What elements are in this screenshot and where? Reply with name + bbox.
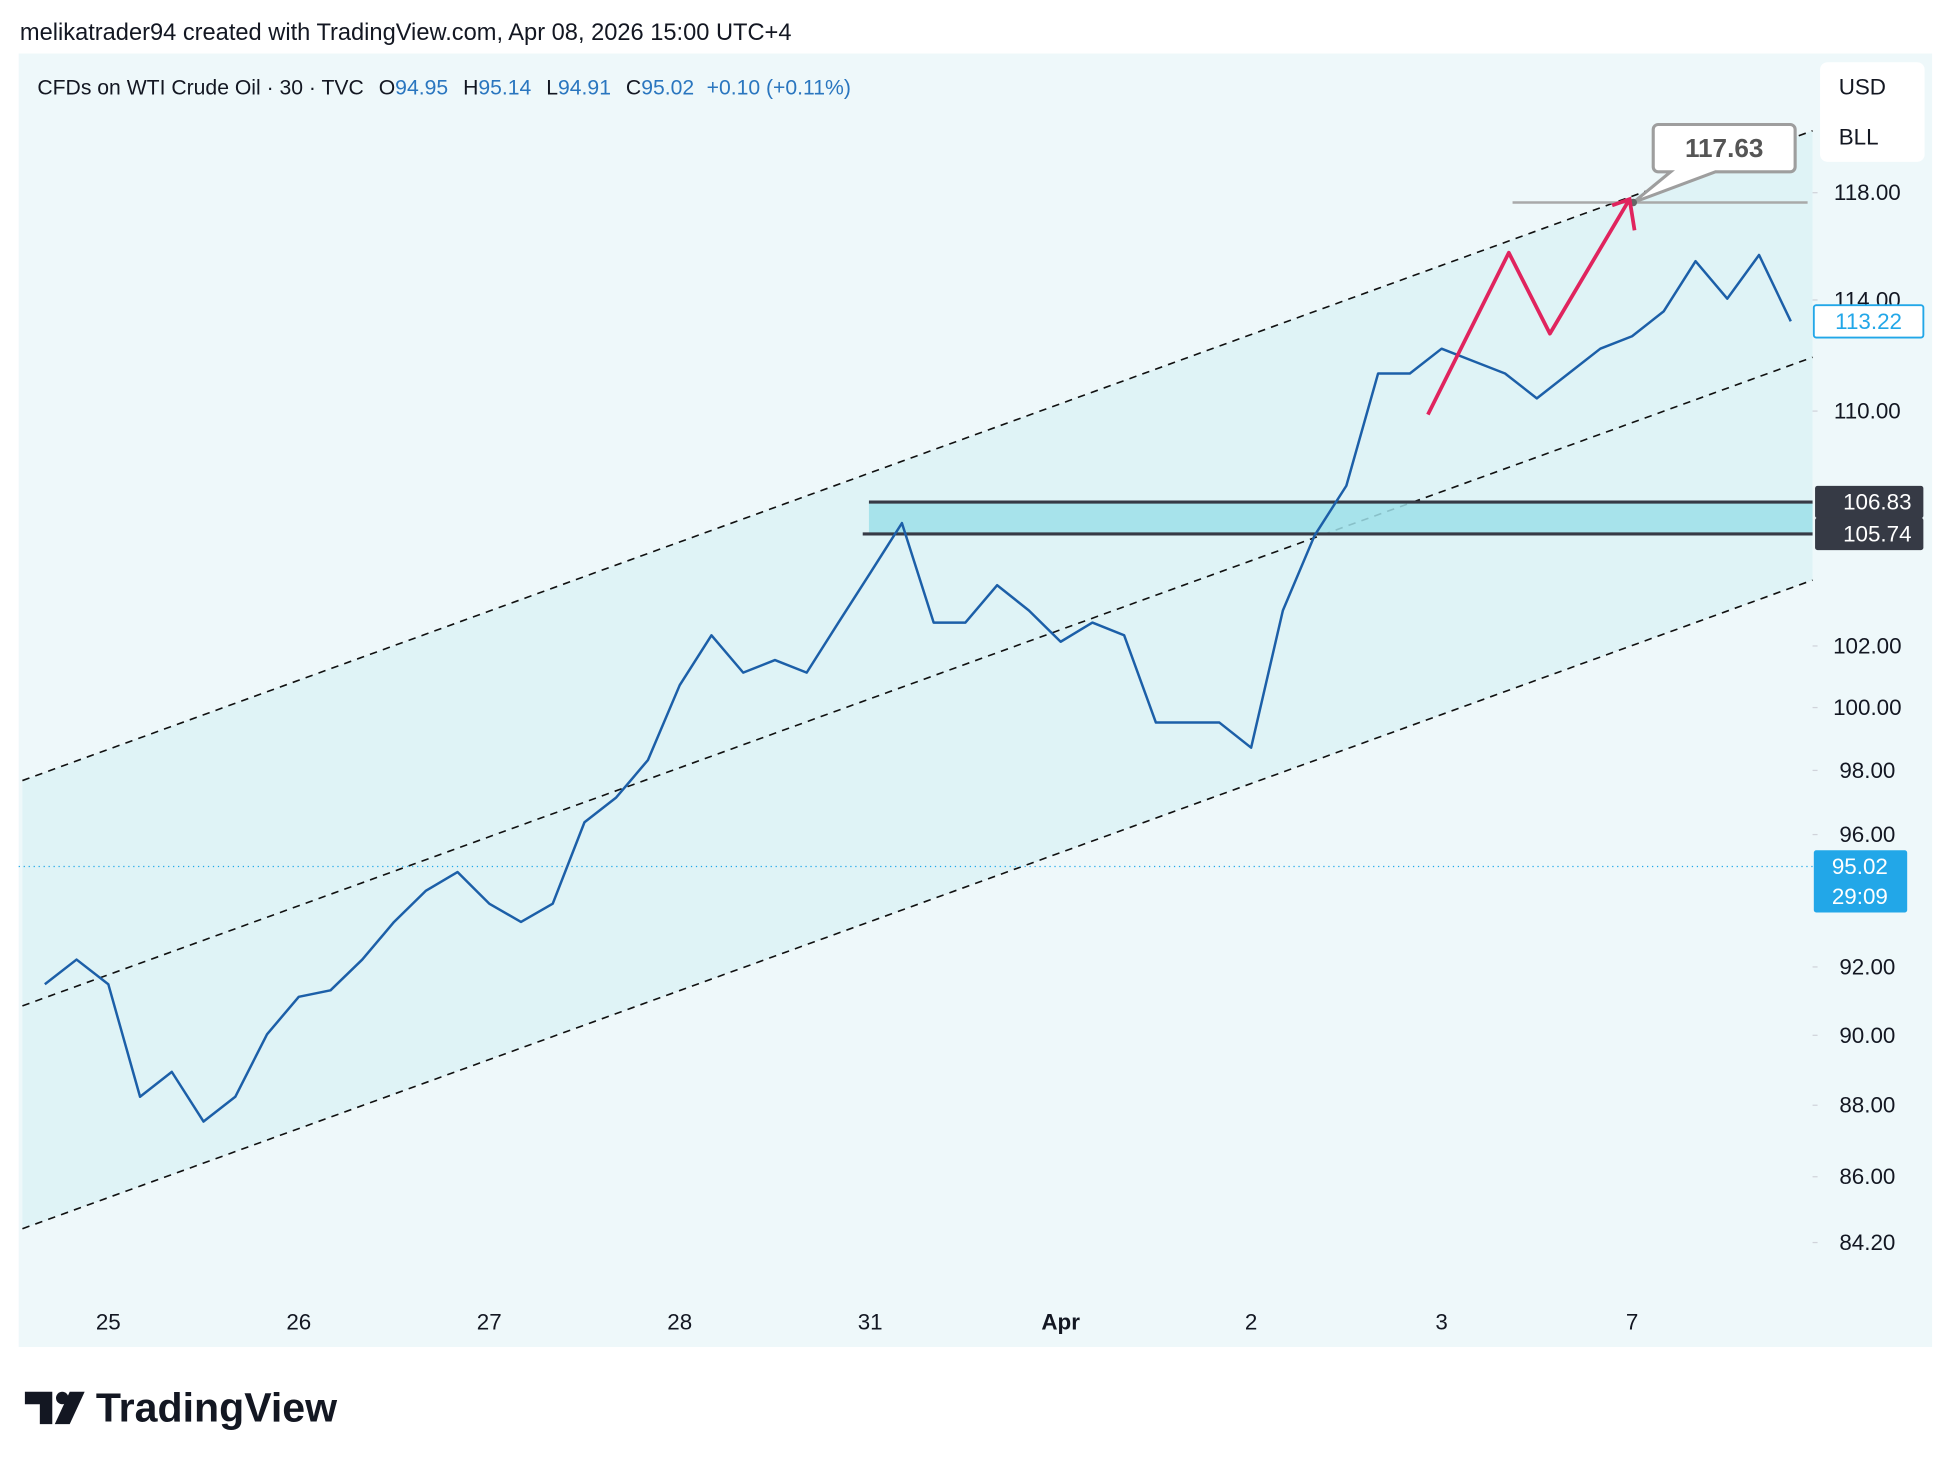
x-tick-label: 27 (477, 1310, 502, 1335)
ohlc-value: 95.02 (641, 77, 694, 100)
y-tick-label: 86.00 (1839, 1164, 1895, 1189)
y-tick-label: 84.20 (1839, 1230, 1895, 1255)
ohlc-letter: H (463, 77, 478, 100)
ohlc-value: 94.95 (395, 77, 448, 100)
logo-slash (54, 1391, 85, 1425)
level-label-box (1815, 517, 1924, 551)
ohlc-letter: C (626, 77, 641, 100)
channel-fill (22, 130, 1813, 1229)
currency: USD (1839, 75, 1886, 100)
x-tick-label: 31 (858, 1310, 883, 1335)
x-tick-label: 3 (1435, 1310, 1447, 1335)
brand-logo: TradingView (24, 1385, 338, 1431)
legend-title: CFDs on WTI Crude Oil · 30 · TVC (37, 77, 363, 100)
level-label-box (1815, 485, 1924, 519)
ohlc-letter: L (546, 77, 558, 100)
channel-lines (22, 129, 1813, 1230)
zone (868, 502, 1813, 534)
y-tick-label: 92.00 (1839, 954, 1895, 979)
y-tick-label: 100.00 (1833, 695, 1901, 720)
channel-top (22, 129, 1813, 782)
x-tick-label: 28 (667, 1310, 692, 1335)
y-tick-label: 118.00 (1834, 180, 1901, 205)
ohlc-value: 94.91 (558, 77, 611, 100)
brand: TradingView (96, 1385, 338, 1431)
level-label: 105.74 (1843, 521, 1911, 546)
x-tick-label: 2 (1245, 1310, 1257, 1335)
y-tick-label: 102.00 (1833, 633, 1901, 658)
x-tick-label: 7 (1626, 1310, 1638, 1335)
unit: BLL (1839, 124, 1879, 149)
current-price-label: 95.02 (1832, 854, 1888, 879)
price-line (44, 253, 1792, 1123)
legend-line: CFDs on WTI Crude Oil · 30 · TVC O94.95 H9… (37, 77, 851, 100)
target-label: 117.63 (1685, 133, 1763, 163)
x-tick-label: 26 (286, 1310, 311, 1335)
channel-bottom (22, 579, 1813, 1230)
projection-head (1611, 196, 1637, 231)
y-tick-label: 110.00 (1834, 399, 1901, 424)
logo-mark (24, 1391, 53, 1425)
ohlc-value: 95.14 (478, 77, 531, 100)
x-tick-label: Apr (1041, 1310, 1080, 1335)
last-price-box (1812, 304, 1925, 339)
x-tick-label: 25 (96, 1310, 121, 1335)
y-tick-label: 96.00 (1839, 822, 1895, 847)
change: +0.10 (+0.11%) (707, 77, 851, 100)
last-price-label: 113.22 (1835, 309, 1902, 334)
target-callout (1632, 122, 1797, 204)
y-tick-label: 90.00 (1839, 1023, 1895, 1048)
y-tick-label: 98.00 (1839, 758, 1895, 783)
logo-dot (56, 1391, 69, 1405)
y-tick-label: 88.00 (1839, 1093, 1895, 1118)
level-label: 106.83 (1843, 490, 1911, 515)
countdown-label: 29:09 (1832, 884, 1888, 909)
author-line: melikatrader94 created with TradingView.… (20, 20, 792, 46)
channel-middle (22, 356, 1813, 1007)
currency-box (1820, 62, 1925, 162)
current-price-box (1813, 850, 1908, 913)
ohlc-letter: O (379, 77, 395, 100)
projection-path (1426, 198, 1632, 416)
